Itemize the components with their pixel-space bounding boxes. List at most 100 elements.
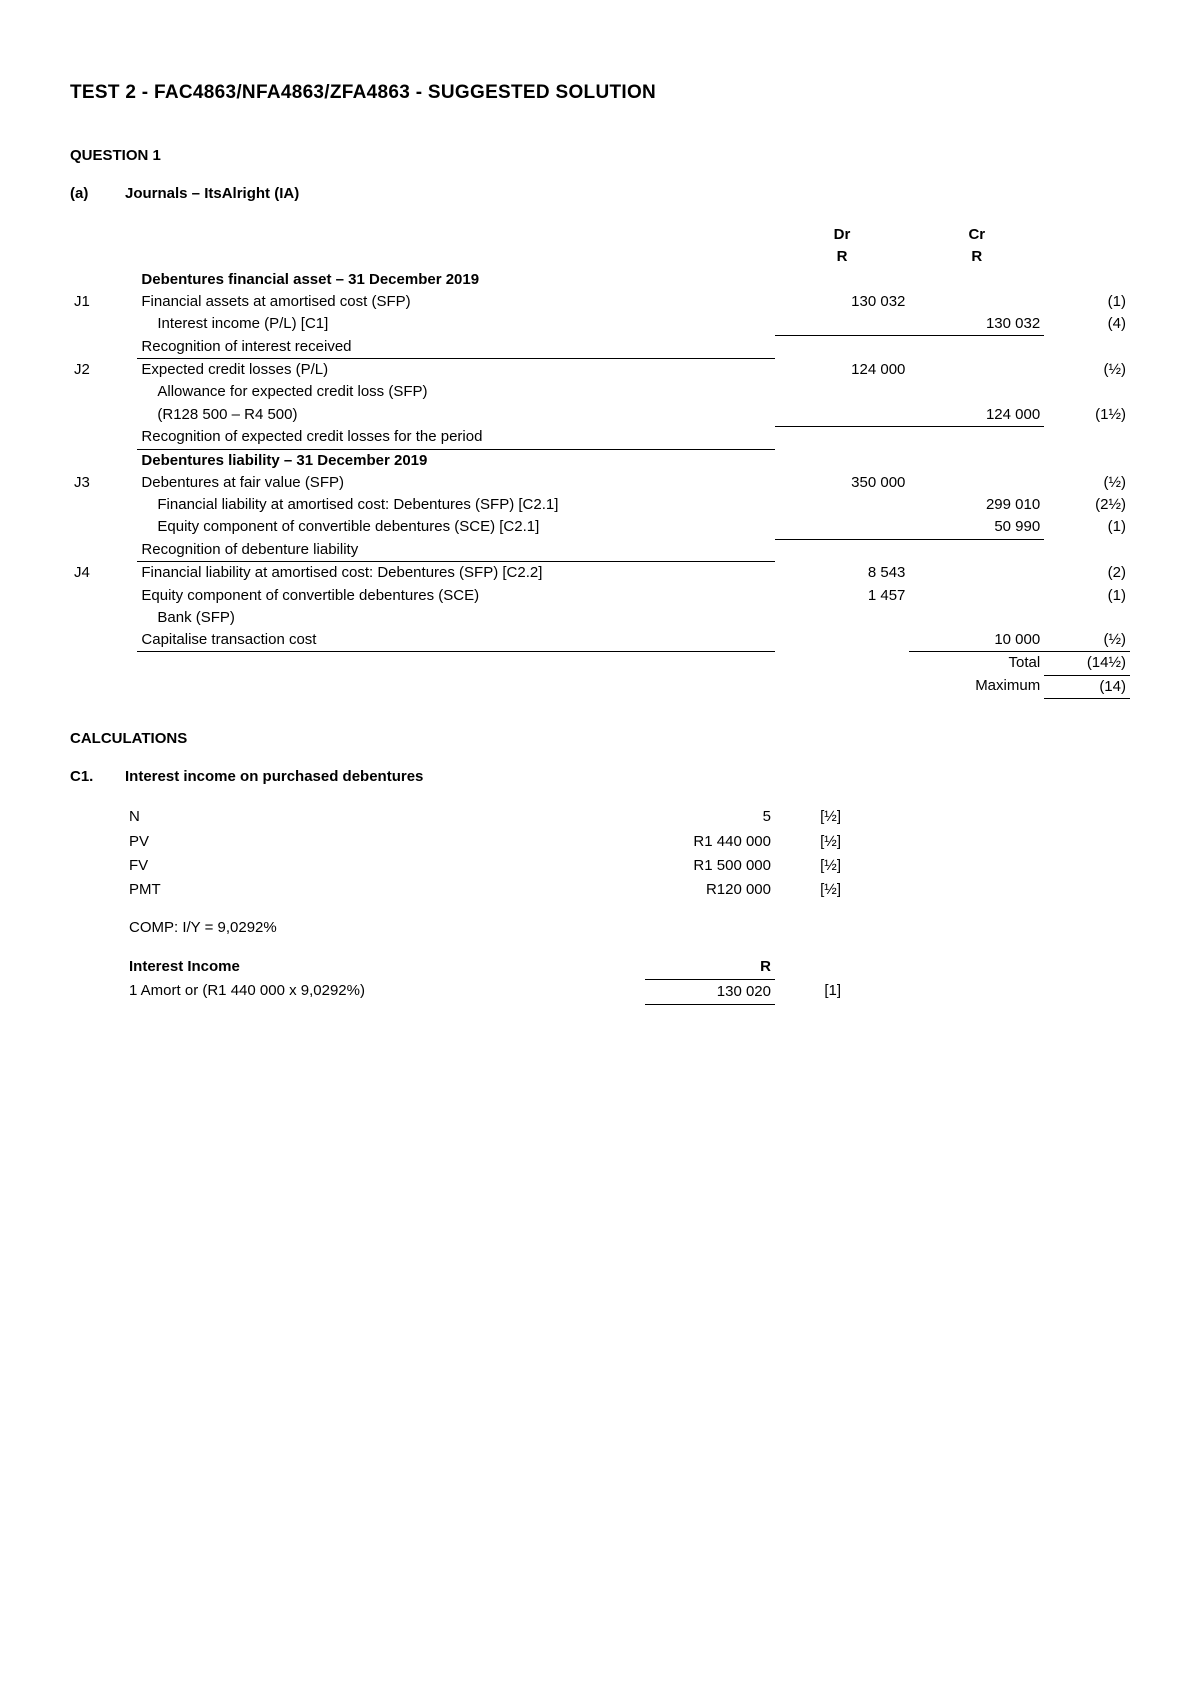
c1-ii-r: R [645,955,775,980]
j3-line2: Financial liability at amortised cost: D… [70,494,1130,516]
c1-pv-label: PV [125,830,645,854]
part-text: Journals – ItsAlright (IA) [125,184,299,204]
j3-l4-desc: Recognition of debenture liability [137,539,774,562]
c1-ii-heading: Interest Income [125,955,645,980]
header-r-dr: R [775,246,910,268]
j4-line4: Capitalise transaction cost 10 000 (½) [70,629,1130,652]
section-2-row: Debentures liability – 31 December 2019 [70,449,1130,472]
journal-table: Dr Cr R R Debentures financial asset – 3… [70,224,1130,699]
j3-line1: J3 Debentures at fair value (SFP) 350 00… [70,472,1130,494]
header-row-1: Dr Cr [70,224,1130,246]
j4-l4-cr: 10 000 [909,629,1044,652]
j1-l3-desc: Recognition of interest received [137,336,774,359]
j3-l3-cr: 50 990 [909,516,1044,539]
j1-line1: J1 Financial assets at amortised cost (S… [70,291,1130,313]
j2-l1-dr: 124 000 [775,359,910,382]
c1-fv-label: FV [125,854,645,878]
j2-line2: Allowance for expected credit loss (SFP) [70,381,1130,403]
c1-pmt-label: PMT [125,878,645,902]
c1-ii-desc: 1 Amort or (R1 440 000 x 9,0292%) [125,979,645,1004]
j3-l2-desc: Financial liability at amortised cost: D… [137,494,774,516]
c1-pv-value: R1 440 000 [645,830,775,854]
j1-l2-cr: 130 032 [909,313,1044,336]
j4-line3: Bank (SFP) [70,607,1130,629]
j1-line2: Interest income (P/L) [C1] 130 032 (4) [70,313,1130,336]
j2-line1: J2 Expected credit losses (P/L) 124 000 … [70,359,1130,382]
c1-row-fv: FV R1 500 000 [½] [125,854,845,878]
section-2-title: Debentures liability – 31 December 2019 [137,449,774,472]
j4-line1: J4 Financial liability at amortised cost… [70,562,1130,585]
j1-l2-mark: (4) [1044,313,1130,336]
question-heading: QUESTION 1 [70,146,1130,166]
c1-n-mark: [½] [775,805,845,829]
c1-n-value: 5 [645,805,775,829]
j2-l1-desc: Expected credit losses (P/L) [137,359,774,382]
maximum-value: (14) [1044,675,1130,698]
j4-line2: Equity component of convertible debentur… [70,585,1130,607]
j2-ref: J2 [70,359,137,382]
header-row-2: R R [70,246,1130,268]
j4-l3-desc: Bank (SFP) [137,607,774,629]
c1-ii-value: 130 020 [645,979,775,1004]
j3-l1-desc: Debentures at fair value (SFP) [137,472,774,494]
j3-l2-cr: 299 010 [909,494,1044,516]
j2-line3: (R128 500 – R4 500) 124 000 (1½) [70,404,1130,427]
c1-comp: COMP: I/Y = 9,0292% [125,916,845,940]
c1-ii-row: 1 Amort or (R1 440 000 x 9,0292%) 130 02… [125,979,845,1004]
total-label: Total [909,652,1044,675]
j3-line3: Equity component of convertible debentur… [70,516,1130,539]
c1-inputs-table: N 5 [½] PV R1 440 000 [½] FV R1 500 000 … [125,805,845,1008]
j1-l1-desc: Financial assets at amortised cost (SFP) [137,291,774,313]
maximum-row: Maximum (14) [70,675,1130,698]
j1-l2-desc: Interest income (P/L) [C1] [137,313,774,336]
j3-l3-mark: (1) [1044,516,1130,539]
c1-pmt-mark: [½] [775,878,845,902]
c1-ii-mark: [1] [775,979,845,1004]
c1-n-label: N [125,805,645,829]
c1-fv-mark: [½] [775,854,845,878]
c1-fv-value: R1 500 000 [645,854,775,878]
c1-ii-header: Interest Income R [125,955,845,980]
j1-l1-dr: 130 032 [775,291,910,313]
header-cr: Cr [909,224,1044,246]
c1-row-n: N 5 [½] [125,805,845,829]
j2-l3-desc: (R128 500 – R4 500) [137,404,774,427]
j1-ref: J1 [70,291,137,313]
c1-row-pmt: PMT R120 000 [½] [125,878,845,902]
c1-ii-dbl [125,1005,845,1009]
calculations-heading: CALCULATIONS [70,729,1130,749]
j2-line4: Recognition of expected credit losses fo… [70,426,1130,449]
j3-l1-dr: 350 000 [775,472,910,494]
j3-l2-mark: (2½) [1044,494,1130,516]
j4-l2-mark: (1) [1044,585,1130,607]
header-r-cr: R [909,246,1044,268]
part-label: (a) [70,184,125,204]
c1-heading-row: C1. Interest income on purchased debentu… [70,767,1130,787]
c1-pmt-value: R120 000 [645,878,775,902]
j4-l1-mark: (2) [1044,562,1130,585]
c1-comp-row: COMP: I/Y = 9,0292% [125,916,845,940]
header-dr: Dr [775,224,910,246]
c1-title: Interest income on purchased debentures [125,767,423,787]
j2-l1-mark: (½) [1044,359,1130,382]
maximum-label: Maximum [909,675,1044,698]
j2-l3-mark: (1½) [1044,404,1130,427]
page-title: TEST 2 - FAC4863/NFA4863/ZFA4863 - SUGGE… [70,80,1130,106]
c1-ref: C1. [70,767,125,787]
j4-l4-desc: Capitalise transaction cost [137,629,774,652]
j4-l2-desc: Equity component of convertible debentur… [137,585,774,607]
j2-l2-desc: Allowance for expected credit loss (SFP) [137,381,774,403]
j2-l4-desc: Recognition of expected credit losses fo… [137,426,774,449]
j2-l3-cr: 124 000 [909,404,1044,427]
j3-ref: J3 [70,472,137,494]
total-value: (14½) [1044,652,1130,675]
j4-ref: J4 [70,562,137,585]
j3-l1-mark: (½) [1044,472,1130,494]
j4-l2-dr: 1 457 [775,585,910,607]
j3-line4: Recognition of debenture liability [70,539,1130,562]
total-row: Total (14½) [70,652,1130,675]
j1-line3: Recognition of interest received [70,336,1130,359]
part-heading: (a) Journals – ItsAlright (IA) [70,184,1130,204]
j4-l4-mark: (½) [1044,629,1130,652]
j4-l1-desc: Financial liability at amortised cost: D… [137,562,774,585]
